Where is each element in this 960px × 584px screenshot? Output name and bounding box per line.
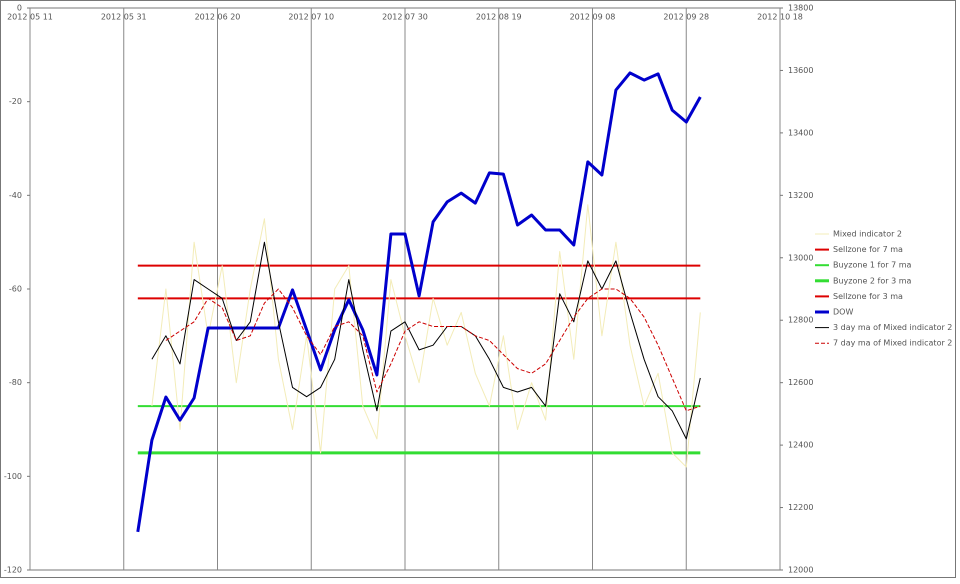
y-tick-label: -20 <box>9 97 22 106</box>
y-tick-label: -120 <box>4 566 22 575</box>
y-tick-label: 0 <box>17 4 22 13</box>
legend-label: DOW <box>833 308 853 317</box>
y2-tick-label: 12000 <box>788 566 813 575</box>
legend-label: Mixed indicator 2 <box>833 230 902 239</box>
legend-label: 3 day ma of Mixed indicator 2 <box>833 323 952 332</box>
y2-tick-label: 12400 <box>788 441 813 450</box>
legend-label: Sellzone for 3 ma <box>833 292 903 301</box>
y-tick-label: -80 <box>9 378 22 387</box>
series-line <box>136 71 702 533</box>
x-tick-label: 2012 10 18 <box>757 13 803 22</box>
y2-tick-label: 13000 <box>788 253 813 262</box>
x-tick-label: 2012 05 31 <box>101 13 147 22</box>
y2-tick-label: 13600 <box>788 66 813 75</box>
series-line <box>151 241 701 440</box>
x-tick-label: 2012 09 28 <box>663 13 709 22</box>
y2-tick-label: 13800 <box>788 4 813 13</box>
x-tick-label: 2012 06 20 <box>195 13 241 22</box>
y2-tick-label: 12800 <box>788 316 813 325</box>
y2-tick-label: 13400 <box>788 128 813 137</box>
x-tick-label: 2012 07 30 <box>382 13 428 22</box>
legend-label: Buyzone 1 for 7 ma <box>833 261 912 270</box>
legend-label: 7 day ma of Mixed indicator 2 <box>833 339 952 348</box>
x-tick-label: 2012 05 11 <box>7 13 53 22</box>
x-tick-label: 2012 09 08 <box>570 13 616 22</box>
x-tick-label: 2012 07 10 <box>288 13 334 22</box>
y-tick-label: -60 <box>9 285 22 294</box>
y2-tick-label: 12600 <box>788 378 813 387</box>
series-line <box>165 288 701 412</box>
legend-label: Buyzone 2 for 3 ma <box>833 276 912 285</box>
y2-tick-label: 13200 <box>788 191 813 200</box>
y-tick-label: -100 <box>4 472 22 481</box>
legend-label: Sellzone for 7 ma <box>833 245 903 254</box>
y2-tick-label: 12200 <box>788 503 813 512</box>
x-tick-label: 2012 08 19 <box>476 13 522 22</box>
y-tick-label: -40 <box>9 191 22 200</box>
series-line <box>151 204 701 468</box>
